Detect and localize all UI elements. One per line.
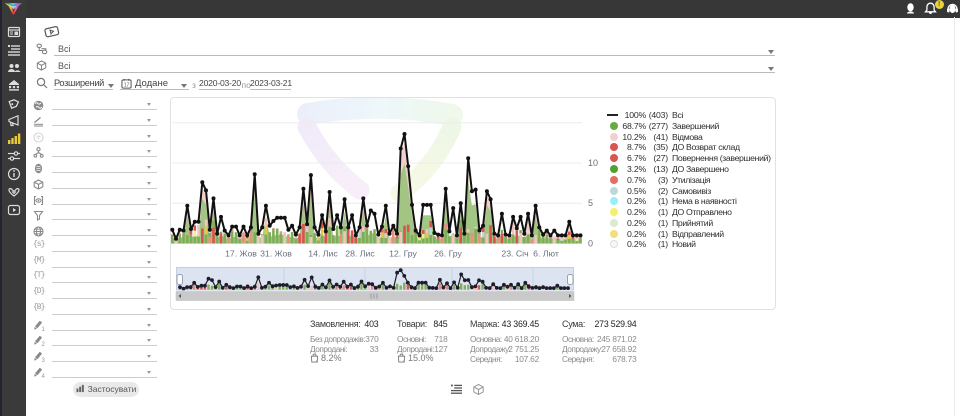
- svg-text:6. Лют: 6. Лют: [533, 249, 559, 259]
- svg-text:14. Лис: 14. Лис: [308, 249, 338, 259]
- svg-text:28. Лис: 28. Лис: [345, 249, 375, 259]
- svg-text:26. Гру: 26. Гру: [434, 249, 462, 259]
- svg-text:0: 0: [588, 239, 593, 249]
- svg-text:2: 2: [42, 342, 46, 347]
- svg-text:1: 1: [42, 327, 46, 332]
- svg-text:10: 10: [588, 158, 598, 168]
- svg-text:23. Січ: 23. Січ: [501, 249, 528, 259]
- svg-text:5: 5: [588, 198, 593, 208]
- svg-text:17. Жов: 17. Жов: [225, 249, 257, 259]
- svg-text:12. Гру: 12. Гру: [389, 249, 417, 259]
- svg-text:x: x: [403, 359, 405, 364]
- svg-text:3: 3: [42, 358, 46, 363]
- svg-text:4: 4: [42, 374, 46, 379]
- svg-text:x: x: [316, 359, 318, 364]
- svg-text:31. Жов: 31. Жов: [260, 249, 292, 259]
